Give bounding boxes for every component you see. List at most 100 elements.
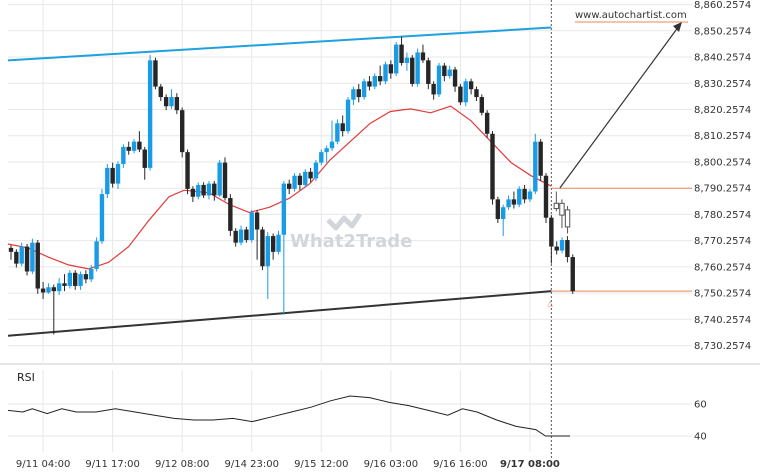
candle-body	[185, 152, 190, 189]
candle-body	[399, 44, 404, 63]
candle-body	[559, 240, 565, 251]
rsi-tick-label: 40	[694, 432, 707, 443]
candle-body	[351, 89, 356, 100]
candles	[8, 36, 575, 335]
candle-body	[479, 97, 484, 113]
candle-body	[367, 81, 372, 87]
candle-body	[46, 287, 51, 293]
candle-body	[147, 60, 153, 168]
candle-body	[559, 202, 565, 216]
forecast-arrow	[559, 21, 688, 189]
watermark-text: What2Trade	[290, 231, 412, 252]
candle-body	[201, 184, 206, 196]
y-tick-label: 8,760.2574	[694, 262, 751, 273]
candle-body	[570, 257, 575, 292]
candle-body	[361, 81, 367, 98]
y-tick-label: 8,750.2574	[694, 289, 751, 300]
candle-body	[553, 202, 560, 210]
candle-body	[233, 230, 238, 243]
x-tick-label: 9/16 16:00	[433, 459, 487, 470]
candle-body	[511, 199, 517, 205]
candle-body	[501, 207, 506, 220]
candle-body	[115, 163, 121, 184]
candle-body	[388, 64, 394, 74]
candle-body	[206, 183, 212, 196]
candle-body	[345, 99, 351, 132]
candle-body	[228, 198, 233, 231]
candle-body	[564, 209, 571, 228]
candle-body	[303, 171, 308, 185]
y-tick-label: 8,730.2574	[694, 341, 751, 352]
candle-body	[238, 229, 244, 243]
grid-lines	[0, 0, 760, 365]
candle-body	[490, 133, 495, 200]
y-tick-label: 8,850.2574	[694, 26, 751, 37]
candle-body	[442, 65, 447, 77]
candle-body	[217, 162, 222, 196]
y-tick-label: 8,740.2574	[694, 315, 751, 326]
candle-body	[522, 188, 527, 200]
x-tick-label: 9/14 23:00	[225, 459, 279, 470]
watermark-logo-icon	[326, 212, 363, 231]
candle-body	[484, 112, 490, 134]
rsi-grid-lines	[8, 370, 692, 452]
y-tick-label: 8,840.2574	[694, 53, 751, 64]
x-tick-label: 9/17 08:00	[500, 459, 560, 470]
candle-body	[431, 83, 436, 95]
y-tick-label: 8,770.2574	[694, 236, 751, 247]
candle-body	[121, 146, 126, 164]
candle-body	[506, 199, 511, 208]
candle-body	[538, 141, 543, 176]
candle-body	[40, 288, 46, 293]
x-tick-label: 9/11 17:00	[85, 459, 139, 470]
candle-body	[565, 240, 570, 258]
candle-body	[78, 274, 83, 286]
candle-body	[196, 184, 201, 197]
candle-body	[249, 212, 254, 241]
candle-body	[458, 86, 463, 103]
x-tick-label: 9/11 04:00	[16, 459, 70, 470]
watermark-stroke	[326, 212, 363, 231]
candle-body	[62, 283, 67, 286]
candle-body	[153, 60, 158, 87]
candle-body	[533, 141, 538, 192]
horizontal-levels: △	[547, 0, 692, 460]
rsi-line	[7, 395, 570, 437]
y-tick-label: 8,820.2574	[694, 105, 751, 116]
candle-body	[265, 236, 270, 267]
candle-body	[158, 86, 163, 98]
touch-marker: △	[547, 300, 553, 308]
x-axis-labels: 9/11 04:00 9/11 17:00 9/12 08:00 9/14 23:00…	[16, 459, 560, 470]
candle-body	[287, 183, 292, 189]
candle-body	[420, 52, 426, 61]
resistance-line	[7, 26, 552, 62]
candle-body	[105, 167, 110, 195]
candle-body	[474, 89, 479, 98]
candle-body	[35, 242, 40, 289]
y-tick-label: 8,860.2574	[694, 0, 751, 11]
candle-body	[190, 188, 196, 197]
candle-body	[110, 167, 115, 184]
candle-body	[527, 191, 533, 200]
rsi-label: RSI	[17, 371, 35, 384]
support-line	[7, 290, 552, 337]
y-tick-label: 8,830.2574	[694, 79, 751, 90]
candle-body	[244, 229, 249, 241]
candle-body	[174, 97, 180, 111]
candle-body	[51, 287, 56, 292]
x-tick-label: 9/12 08:00	[155, 459, 209, 470]
candle-body	[468, 81, 474, 90]
candle-body	[281, 183, 287, 235]
candle-body	[73, 272, 78, 286]
candle-body	[313, 162, 319, 179]
candle-body	[126, 146, 131, 151]
candle-body	[83, 274, 89, 280]
candle-body	[270, 236, 276, 252]
candle-body	[447, 69, 452, 77]
candle-body	[335, 123, 340, 142]
y-tick-label: 8,800.2574	[694, 157, 751, 168]
candle-body	[14, 251, 19, 264]
rsi-path	[7, 395, 570, 437]
